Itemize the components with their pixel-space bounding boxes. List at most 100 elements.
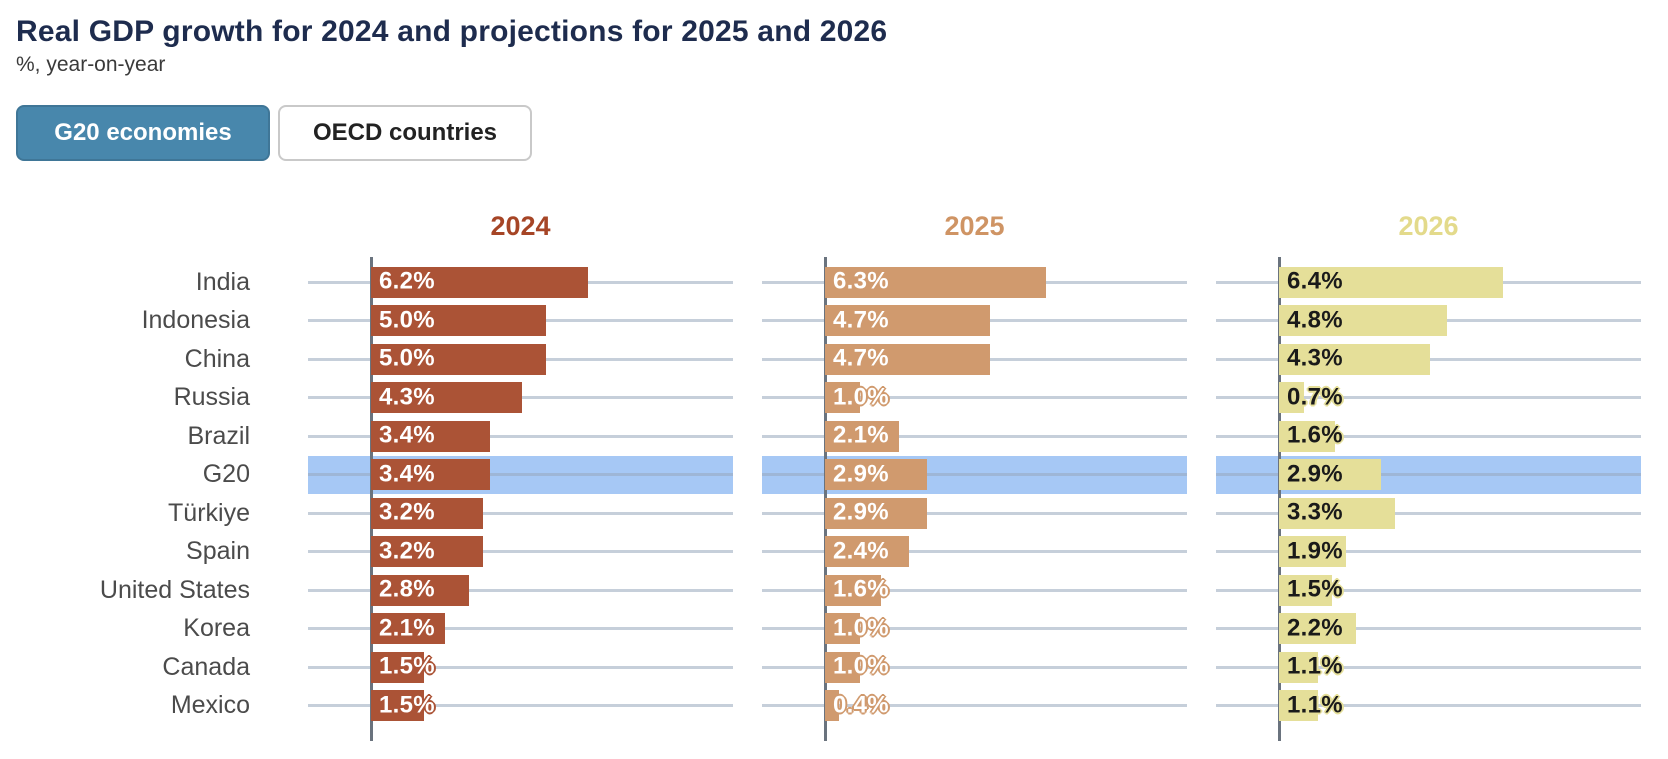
gridline xyxy=(1216,588,1641,592)
panel-rows-2025: 6.3% 4.7% 4.7% 1.0% 2.1% 2.9% 2.9% 2.4% 1.6% 1.0%… xyxy=(762,257,1187,741)
bar-value-2024-brazil: 3.4% xyxy=(379,421,435,449)
row-label-india: India xyxy=(195,267,250,296)
bar-value-2024-china: 5.0% xyxy=(379,344,435,372)
gridline xyxy=(762,627,1187,631)
bar-row-united-states: 2.8% xyxy=(308,571,733,610)
bar-row-g20: 3.4% xyxy=(308,456,733,495)
bar-2026-g20 xyxy=(1279,459,1381,491)
bar-2025-türkiye xyxy=(825,497,927,529)
bar-row-korea: 1.0% xyxy=(762,610,1187,649)
panel-header-2025: 2025 xyxy=(944,211,1005,241)
bar-2025-russia xyxy=(825,382,860,414)
gridline xyxy=(1216,665,1641,669)
bar-2024-türkiye xyxy=(371,497,483,529)
bar-row-china: 4.7% xyxy=(762,340,1187,379)
gridline xyxy=(762,434,1187,438)
bar-2026-indonesia xyxy=(1279,305,1447,337)
bar-2025-indonesia xyxy=(825,305,990,337)
gridline xyxy=(1216,511,1641,515)
page: Real GDP growth for 2024 and projections… xyxy=(16,15,1668,741)
row-label-canada: Canada xyxy=(162,652,250,681)
bar-row-india: 6.2% xyxy=(308,263,733,302)
page-subtitle: %, year-on-year xyxy=(16,53,166,76)
bar-row-korea: 2.1% xyxy=(308,610,733,649)
bar-2026-mexico xyxy=(1279,690,1318,722)
bar-value-2024-türkiye: 3.2% xyxy=(379,498,435,526)
toggle-oecd-countries[interactable]: OECD countries xyxy=(278,105,532,161)
bar-value-2024-spain: 3.2% xyxy=(379,537,435,565)
gridline xyxy=(308,473,733,477)
row-label-russia: Russia xyxy=(173,383,250,412)
row-label-indonesia: Indonesia xyxy=(141,306,250,335)
bar-row-mexico: 1.5% xyxy=(308,687,733,726)
bar-2025-china xyxy=(825,343,990,375)
bar-2026-brazil xyxy=(1279,420,1335,452)
bar-value-2024-russia: 4.3% xyxy=(379,383,435,411)
bar-2025-brazil xyxy=(825,420,899,452)
bar-value-2024-mexico: 1.5% xyxy=(379,691,435,719)
bar-2025-korea xyxy=(825,613,860,645)
gridline xyxy=(1216,627,1641,631)
row-label-mexico: Mexico xyxy=(170,691,250,720)
bar-row-türkiye: 2.9% xyxy=(762,494,1187,533)
gridline xyxy=(308,550,733,554)
gridline xyxy=(762,588,1187,592)
gridline xyxy=(1216,434,1641,438)
bar-2024-mexico xyxy=(371,690,424,722)
gridline xyxy=(1216,396,1641,400)
bar-2026-türkiye xyxy=(1279,497,1395,529)
labels-header-spacer xyxy=(16,209,308,263)
bar-value-2025-indonesia: 4.7% xyxy=(833,306,889,334)
bar-value-2026-korea: 2.2% xyxy=(1287,614,1343,642)
gridline xyxy=(308,434,733,438)
bar-value-2024-indonesia: 5.0% xyxy=(379,306,435,334)
bar-row-indonesia: 4.7% xyxy=(762,302,1187,341)
bar-2025-canada xyxy=(825,651,860,683)
bar-2024-indonesia xyxy=(371,305,546,337)
row-label-spain: Spain xyxy=(186,537,250,566)
gridline xyxy=(308,511,733,515)
gridline xyxy=(762,704,1187,708)
bar-value-2025-china: 4.7% xyxy=(833,344,889,372)
bar-row-mexico: 1.1% xyxy=(1216,687,1641,726)
view-toggle: G20 economies OECD countries xyxy=(16,105,1668,161)
bar-row-china: 5.0% xyxy=(308,340,733,379)
bar-value-2025-türkiye: 2.9% xyxy=(833,498,889,526)
gridline xyxy=(308,627,733,631)
panel-header-2026: 2026 xyxy=(1398,211,1459,241)
bar-row-united-states: 1.6% xyxy=(762,571,1187,610)
bar-2026-russia xyxy=(1279,382,1304,414)
bar-value-2025-spain: 2.4% xyxy=(833,537,889,565)
bar-value-2026-china: 4.3% xyxy=(1287,344,1343,372)
bar-2024-brazil xyxy=(371,420,490,452)
bar-row-canada: 1.0% xyxy=(762,648,1187,687)
bar-2026-united-states xyxy=(1279,574,1332,606)
row-label-türkiye: Türkiye xyxy=(168,498,250,527)
bar-value-2026-türkiye: 3.3% xyxy=(1287,498,1343,526)
bar-2025-united-states xyxy=(825,574,881,606)
bar-2026-korea xyxy=(1279,613,1356,645)
bar-value-2024-g20: 3.4% xyxy=(379,460,435,488)
bar-row-brazil: 3.4% xyxy=(308,417,733,456)
bar-value-2024-united-states: 2.8% xyxy=(379,575,435,603)
bar-value-2026-canada: 1.1% xyxy=(1287,652,1343,680)
bar-row-indonesia: 4.8% xyxy=(1216,302,1641,341)
bar-value-2024-korea: 2.1% xyxy=(379,614,435,642)
bar-value-2025-india: 6.3% xyxy=(833,267,889,295)
bar-value-2024-canada: 1.5% xyxy=(379,652,435,680)
toggle-g20-economies[interactable]: G20 economies xyxy=(16,105,270,161)
gridline xyxy=(762,511,1187,515)
bar-row-g20: 2.9% xyxy=(762,456,1187,495)
bar-row-canada: 1.5% xyxy=(308,648,733,687)
bar-value-2025-canada: 1.0% xyxy=(833,652,889,680)
gridline xyxy=(1216,550,1641,554)
bar-row-korea: 2.2% xyxy=(1216,610,1641,649)
gridline xyxy=(308,665,733,669)
gridline xyxy=(1216,704,1641,708)
bar-value-2025-korea: 1.0% xyxy=(833,614,889,642)
bar-row-spain: 3.2% xyxy=(308,533,733,572)
gridline xyxy=(762,396,1187,400)
panel-rows-2024: 6.2% 5.0% 5.0% 4.3% 3.4% 3.4% 3.2% 3.2% 2.8% 2.1%… xyxy=(308,257,733,741)
row-label-china: China xyxy=(184,344,250,373)
bar-2026-china xyxy=(1279,343,1430,375)
